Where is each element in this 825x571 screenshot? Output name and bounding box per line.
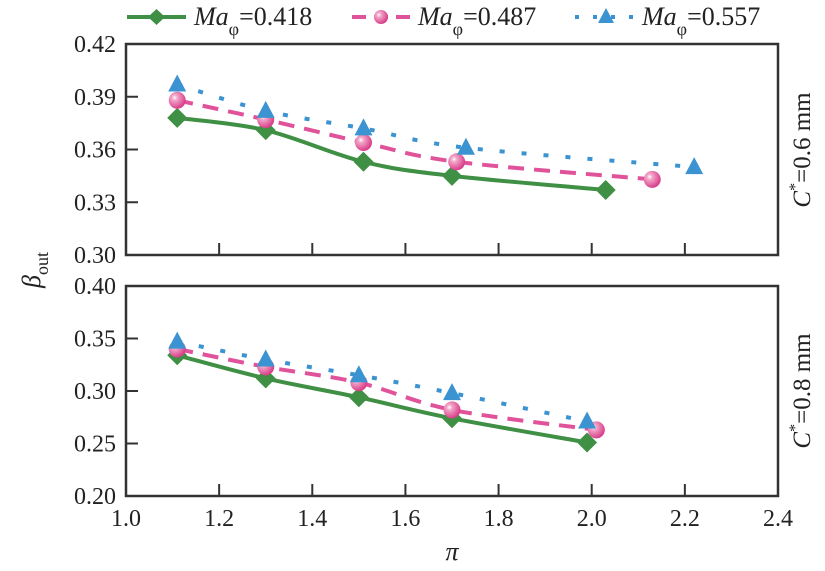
panel-label-sup: * [787,424,804,432]
y-axis-label-main: β [17,275,46,289]
svg-text:βout: βout [17,252,52,289]
y-tick-label: 0.30 [74,379,116,405]
legend: Maφ=0.418 Maφ=0.487 Maφ=0.557 [127,2,760,39]
data-point-diamond [167,107,188,128]
y-axis-label: βout [17,252,52,289]
data-point-triangle [685,157,704,175]
panel-top: 0.30 0.33 0.36 0.39 0.42 [74,32,780,269]
x-tick-label: 1.0 [111,506,141,532]
series-line [176,339,588,424]
panel-label-value: =0.6 mm [789,92,816,183]
svg-text:Maφ=0.557: Maφ=0.557 [641,2,760,39]
panel-bottom-label: C*=0.8 mm [787,333,816,449]
diamond-marker-icon [148,9,165,25]
series-ma-0-557 [168,331,597,429]
data-point-sphere [355,133,373,151]
data-point-triangle [456,137,475,155]
data-point-triangle [256,349,275,367]
legend-sub: φ [229,19,239,39]
data-point-diamond [442,165,462,186]
y-tick-label: 0.39 [74,85,116,111]
y-tick-label: 0.20 [74,484,116,510]
data-point-diamond [348,387,369,408]
series-ma-0-418 [167,107,616,200]
svg-text:Maφ=0.418: Maφ=0.418 [193,2,312,39]
y-tick-label: 0.35 [74,327,116,353]
panel-bottom: 0.20 0.25 0.30 0.35 0.40 1.0 1.2 1.4 1.6 1.8 2.0 2.… [74,274,793,532]
panel-label-sup: * [787,183,804,191]
data-point-triangle [443,383,461,401]
series-ma-0-487 [168,340,605,439]
legend-ma: Ma [641,2,677,31]
y-tick-label: 0.36 [74,138,116,164]
panel-label-value: =0.8 mm [789,333,816,424]
data-point-triangle [354,118,373,136]
legend-ma: Ma [193,2,229,31]
series-line [176,347,597,432]
data-point-sphere [448,153,466,171]
legend-entry-0418: Maφ=0.418 [127,2,312,39]
y-tick-label: 0.33 [74,190,116,216]
legend-value: =0.487 [463,2,536,31]
svg-text:C*=0.8 mm: C*=0.8 mm [787,333,816,449]
legend-value: =0.418 [239,2,312,31]
x-tick-label: 2.0 [577,506,607,532]
svg-text:Maφ=0.487: Maφ=0.487 [417,2,536,39]
data-point-triangle [578,411,597,429]
triangle-marker-icon [598,8,614,23]
x-tick-label: 1.6 [390,506,420,532]
data-point-diamond [353,151,374,172]
data-point-diamond [577,432,598,453]
legend-entry-0487: Maφ=0.487 [352,2,536,39]
data-point-triangle [168,74,187,92]
panel-top-label: C*=0.6 mm [787,92,816,208]
panel-label-c: C [789,432,816,449]
data-point-sphere [168,91,186,109]
data-point-diamond [595,179,616,200]
data-point-sphere [443,401,461,419]
series-line [176,353,588,445]
svg-text:C*=0.6 mm: C*=0.6 mm [787,92,816,208]
y-axis-label-sub: out [32,252,52,275]
legend-sub: φ [677,19,687,39]
series-ma-0-557 [168,74,704,175]
x-tick-label: 1.2 [204,506,234,532]
sphere-marker-icon [374,10,388,24]
legend-entry-0557: Maφ=0.557 [575,2,760,39]
legend-value: =0.557 [687,2,760,31]
data-point-triangle [256,100,275,118]
y-tick-label: 0.42 [74,32,116,58]
x-tick-label: 1.8 [484,506,514,532]
legend-sub: φ [453,19,463,39]
data-point-triangle [168,331,187,349]
data-point-triangle [349,365,368,383]
data-point-sphere [643,170,661,188]
x-axis-label: π [445,537,459,566]
series-line [176,82,695,170]
y-tick-label: 0.40 [74,274,116,300]
x-tick-label: 2.4 [763,506,793,532]
y-tick-label: 0.25 [74,432,116,458]
y-tick-label: 0.30 [74,243,116,269]
panel-label-c: C [789,191,816,208]
series-line [176,115,606,192]
x-tick-label: 2.2 [670,506,700,532]
plot-frame [124,42,780,257]
x-tick-label: 1.4 [297,506,327,532]
legend-ma: Ma [417,2,453,31]
